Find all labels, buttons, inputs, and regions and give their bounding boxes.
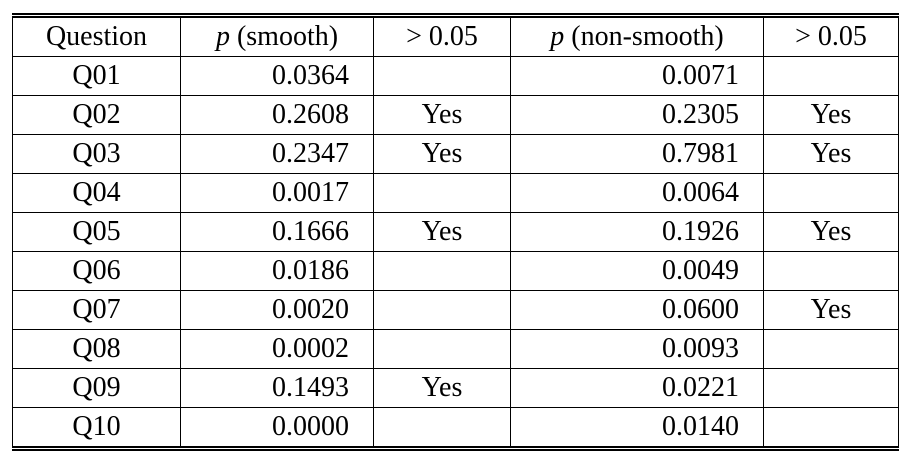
table-row: Q09 0.1493 Yes 0.0221 <box>12 368 899 408</box>
header-cell: Question <box>12 15 181 57</box>
table-cell: Q05 <box>12 212 181 252</box>
table-cell: 0.0600 <box>510 290 764 330</box>
table-cell: 0.0020 <box>180 290 374 330</box>
table-cell: 0.0000 <box>180 407 374 449</box>
table-cell: Q07 <box>12 290 181 330</box>
table-header: Question p (smooth) > 0.05 p (non-smooth… <box>12 15 899 57</box>
table-row: Q01 0.0364 0.0071 <box>12 56 899 96</box>
table-cell: 0.1493 <box>180 368 374 408</box>
table-cell: 0.0364 <box>180 56 374 96</box>
table-cell: 0.7981 <box>510 134 764 174</box>
table-row: Q06 0.0186 0.0049 <box>12 251 899 291</box>
table-cell: Q10 <box>12 407 181 449</box>
table-cell: Q04 <box>12 173 181 213</box>
table-cell <box>373 56 511 96</box>
table-cell: Q02 <box>12 95 181 135</box>
table-cell: 0.0093 <box>510 329 764 369</box>
table-cell: 0.0017 <box>180 173 374 213</box>
table-cell <box>373 290 511 330</box>
table-cell <box>763 173 899 213</box>
table-cell: 0.0002 <box>180 329 374 369</box>
table-cell: Yes <box>763 134 899 174</box>
table-cell: 0.0186 <box>180 251 374 291</box>
header-cell: p (non-smooth) <box>510 15 764 57</box>
table-body: Q01 0.0364 0.0071 Q02 0.2608 Yes 0.2305 Yes Q03 0… <box>12 56 899 449</box>
table-cell <box>373 251 511 291</box>
table-row: Q05 0.1666 Yes 0.1926 Yes <box>12 212 899 252</box>
table-cell <box>763 407 899 449</box>
header-cell: > 0.05 <box>763 15 899 57</box>
table-cell: 0.0064 <box>510 173 764 213</box>
table-cell: Yes <box>763 212 899 252</box>
table-cell: 0.2347 <box>180 134 374 174</box>
table-cell: Yes <box>373 134 511 174</box>
table-cell <box>763 251 899 291</box>
results-table: Question p (smooth) > 0.05 p (non-smooth… <box>12 13 899 451</box>
table-cell: 0.2305 <box>510 95 764 135</box>
table-cell: 0.0049 <box>510 251 764 291</box>
table-row: Q08 0.0002 0.0093 <box>12 329 899 369</box>
table-row: Q03 0.2347 Yes 0.7981 Yes <box>12 134 899 174</box>
table-cell <box>763 56 899 96</box>
table-cell: Q03 <box>12 134 181 174</box>
table-cell <box>763 329 899 369</box>
table-cell: Q08 <box>12 329 181 369</box>
table-cell: Yes <box>373 95 511 135</box>
table-row: Q07 0.0020 0.0600 Yes <box>12 290 899 330</box>
table-cell: 0.0221 <box>510 368 764 408</box>
table-cell <box>373 407 511 449</box>
header-cell: p (smooth) <box>180 15 374 57</box>
table-row: Q04 0.0017 0.0064 <box>12 173 899 213</box>
table-cell: 0.2608 <box>180 95 374 135</box>
table-row: Q10 0.0000 0.0140 <box>12 407 899 449</box>
table-cell: Yes <box>763 95 899 135</box>
table-cell: Yes <box>373 368 511 408</box>
header-cell: > 0.05 <box>373 15 511 57</box>
table-row: Q02 0.2608 Yes 0.2305 Yes <box>12 95 899 135</box>
table-cell: Yes <box>373 212 511 252</box>
table-cell: Q01 <box>12 56 181 96</box>
table-cell: 0.0071 <box>510 56 764 96</box>
table-cell <box>373 329 511 369</box>
table-cell: Q06 <box>12 251 181 291</box>
header-row: Question p (smooth) > 0.05 p (non-smooth… <box>12 15 899 57</box>
table-cell: Yes <box>763 290 899 330</box>
table-cell: 0.1666 <box>180 212 374 252</box>
table-cell: 0.0140 <box>510 407 764 449</box>
table-cell <box>373 173 511 213</box>
table-cell: Q09 <box>12 368 181 408</box>
table-cell: 0.1926 <box>510 212 764 252</box>
table-cell <box>763 368 899 408</box>
